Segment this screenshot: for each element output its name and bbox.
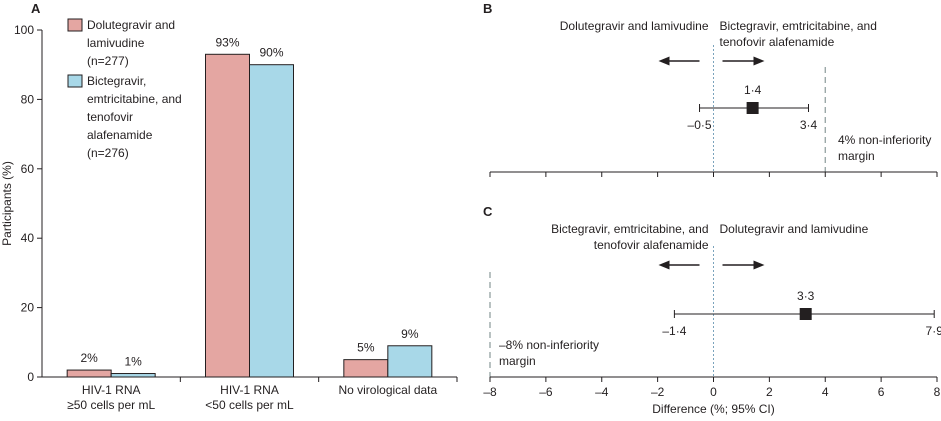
c-margin-label: margin [499,354,536,368]
a-bar [66,369,112,378]
a-y-tick-label: 40 [21,231,35,245]
c-x-tick-label: 4 [822,385,829,399]
a-legend-swatch [67,74,83,88]
a-legend-label: alafenamide [87,128,153,142]
a-y-axis-title: Participants (%) [0,161,14,246]
c-x-tick-label: –6 [539,385,553,399]
b-estimate-label: 1·4 [744,83,762,97]
a-legend-label: emtricitabine, and [87,92,182,106]
a-y-tick-label: 20 [21,301,35,315]
a-bar [387,345,433,378]
a-bar [205,53,250,378]
forest-x-axis-title: Difference (%; 95% CI) [652,402,775,416]
c-margin-label: –8% non-inferiority [499,338,599,352]
c-estimate-marker [799,308,812,320]
a-bar [343,359,389,378]
a-legend-label: Bictegravir, [87,74,146,88]
b-right-group-label: tenofovir alafenamide [720,35,835,49]
a-bar-value-label: 1% [124,355,142,369]
panel-b-label: B [483,1,492,16]
a-category-label: No virological data [338,383,437,397]
b-right-group-label: Bictegravir, emtricitabine, and [720,19,877,33]
a-category-label: HIV-1 RNA [220,383,279,397]
b-margin-label: 4% non-inferiority [838,133,931,147]
panel-c-label: C [483,204,493,219]
c-x-tick-label: –4 [595,385,609,399]
a-category-label: <50 cells per mL [205,398,294,412]
c-x-tick-label: 8 [934,385,941,399]
a-bar-value-label: 2% [80,351,98,365]
a-bar-value-label: 5% [357,341,375,355]
b-left-group-label: Dolutegravir and lamivudine [560,19,709,33]
a-bar-value-label: 90% [259,46,283,60]
b-ci-lower-label: –0·5 [688,118,712,132]
a-category-label: HIV-1 RNA [82,383,141,397]
c-left-arrowhead [658,260,670,270]
a-bar-value-label: 9% [401,327,419,341]
c-x-tick-label: –8 [483,385,497,399]
b-right-arrowhead [753,56,765,66]
b-left-arrowhead [658,56,670,66]
a-legend-label: (n=277) [87,54,129,68]
a-category-label: ≥50 cells per mL [67,398,155,412]
a-legend-label: tenofovir [87,110,133,124]
c-x-tick-label: –2 [651,385,665,399]
a-y-tick-label: 0 [27,370,34,384]
c-estimate-label: 3·3 [797,289,815,303]
c-x-tick-label: 2 [766,385,773,399]
a-bar [249,64,294,378]
a-legend-label: Dolutegravir and [87,18,175,32]
a-y-tick-label: 60 [21,162,35,176]
b-estimate-marker [746,102,759,114]
a-y-tick-label: 80 [21,92,35,106]
b-margin-label: margin [838,149,875,163]
c-right-arrowhead [753,260,765,270]
c-ci-lower-label: –1·4 [662,324,686,338]
c-x-tick-label: 6 [878,385,885,399]
c-left-group-label: tenofovir alafenamide [594,238,709,252]
a-legend-swatch [67,18,83,32]
a-bar-value-label: 93% [215,35,239,49]
a-y-tick-label: 100 [14,23,34,37]
a-legend-label: (n=276) [87,146,129,160]
c-right-group-label: Dolutegravir and lamivudine [720,222,869,236]
b-ci-upper-label: 3·4 [800,118,818,132]
a-bar [110,373,156,378]
c-x-tick-label: 0 [710,385,717,399]
a-legend-label: lamivudine [87,36,145,50]
c-left-group-label: Bictegravir, emtricitabine, and [551,222,708,236]
c-ci-upper-label: 7·9 [926,324,941,338]
panel-a-label: A [31,1,41,16]
